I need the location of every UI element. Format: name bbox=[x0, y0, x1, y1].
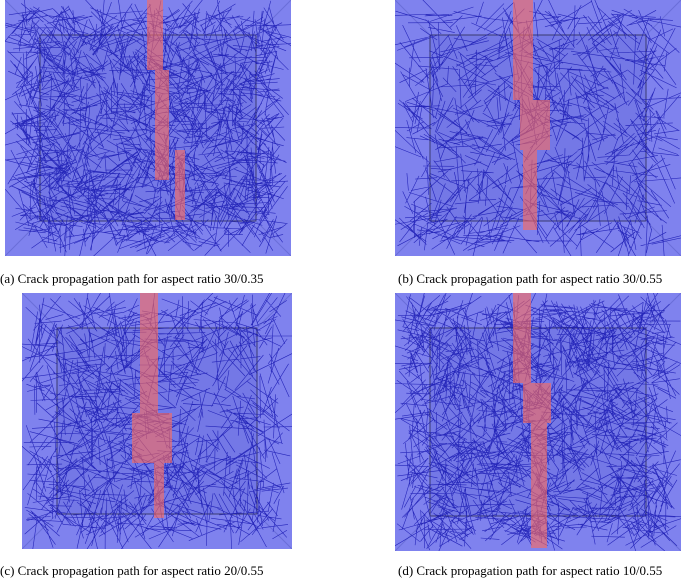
edge-line bbox=[395, 220, 431, 256]
panel-image bbox=[395, 0, 681, 256]
edge-line bbox=[256, 293, 292, 329]
edge-line bbox=[5, 0, 41, 36]
edge-line bbox=[645, 0, 681, 36]
crack-path bbox=[132, 413, 172, 463]
edge-line bbox=[255, 0, 291, 36]
edge-line bbox=[395, 0, 431, 36]
crack-path bbox=[140, 293, 158, 413]
caption: (d) Crack propagation path for aspect ra… bbox=[398, 563, 663, 578]
fibers bbox=[5, 0, 291, 256]
crack-path bbox=[513, 0, 533, 100]
crack-path bbox=[523, 150, 537, 230]
panel-image bbox=[395, 293, 681, 551]
crack-path bbox=[531, 423, 547, 548]
panel-image bbox=[5, 0, 291, 256]
edge-line bbox=[22, 513, 58, 549]
caption: (a) Crack propagation path for aspect ra… bbox=[0, 271, 264, 286]
edge-line bbox=[256, 513, 292, 549]
crack-path bbox=[520, 100, 550, 150]
crack-path bbox=[154, 463, 164, 518]
edge-line bbox=[645, 220, 681, 256]
crack-path bbox=[147, 0, 163, 70]
edge-line bbox=[255, 220, 291, 256]
caption: (c) Crack propagation path for aspect ra… bbox=[0, 563, 264, 578]
crack-path bbox=[513, 293, 531, 383]
caption: (b) Crack propagation path for aspect ra… bbox=[398, 271, 663, 286]
crack-path bbox=[175, 150, 185, 220]
crack-path bbox=[523, 383, 551, 423]
crack-path bbox=[155, 70, 169, 180]
edge-line bbox=[395, 293, 431, 329]
panel-image bbox=[22, 293, 292, 549]
